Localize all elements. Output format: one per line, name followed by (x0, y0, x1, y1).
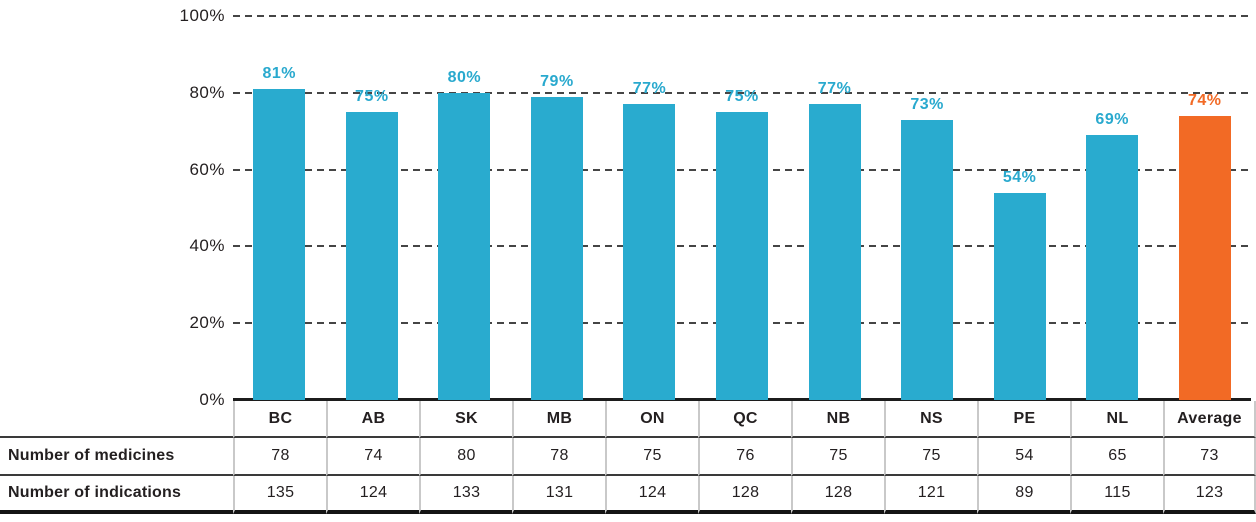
data-table: BC AB SK MB ON QC NB NS PE NL Average Number of med… (0, 401, 1256, 514)
table-cell: 124 (605, 476, 698, 514)
table-cell: 89 (977, 476, 1070, 514)
bar-column: 69% (1066, 16, 1159, 400)
table-cell: 80 (419, 438, 512, 476)
bar-value-label: 75% (355, 88, 389, 105)
bar-column: 81% (233, 16, 326, 400)
bar-column: 73% (881, 16, 974, 400)
bar-column: 79% (511, 16, 604, 400)
table-cell: 75 (605, 438, 698, 476)
table-header-cell: ON (605, 401, 698, 438)
bar-column: 80% (418, 16, 511, 400)
bar (530, 96, 583, 400)
bars: 81% 75% 80% 79% 77% 75% 77% 73% 54% 69% 74% (233, 16, 1251, 400)
bar-column: 77% (788, 16, 881, 400)
table-header-cell: NB (791, 401, 884, 438)
bar-average (1178, 115, 1231, 400)
table-header-cell: NS (884, 401, 977, 438)
table-header-cell: NL (1070, 401, 1163, 438)
bar-value-label: 77% (817, 80, 852, 98)
bar-column: 77% (603, 16, 696, 400)
bar (623, 104, 676, 400)
table-cell: 115 (1070, 476, 1163, 514)
table-cell: 128 (698, 476, 791, 514)
bar-value-label: 81% (262, 64, 297, 82)
table-cell: 121 (884, 476, 977, 514)
bar (993, 192, 1046, 400)
bar-column: 75% (696, 16, 789, 400)
y-tick-label: 20% (189, 313, 225, 333)
table-cell: 73 (1163, 438, 1256, 476)
table-row-label: Number of indications (0, 476, 233, 514)
bar (253, 88, 306, 400)
table-cell: 65 (1070, 438, 1163, 476)
y-tick-label: 80% (189, 82, 225, 102)
table-cell: 54 (977, 438, 1070, 476)
bar-column: 54% (973, 16, 1066, 400)
table-cell: 135 (233, 476, 326, 514)
table-cell: 76 (698, 438, 791, 476)
plot-area: 81% 75% 80% 79% 77% 75% 77% 73% 54% 69% 74% (233, 15, 1251, 401)
bar (808, 104, 861, 400)
table-header-cell: PE (977, 401, 1070, 438)
table-header-spacer (0, 401, 233, 438)
bar-value-label: 80% (447, 68, 482, 86)
bar-value-label: 69% (1095, 111, 1129, 129)
bar-column: 75% (326, 16, 419, 400)
gridline (233, 91, 1251, 94)
table-cell: 133 (419, 476, 512, 514)
table-header-cell: AB (326, 401, 419, 438)
bar (438, 92, 491, 400)
table-header-cell: MB (512, 401, 605, 438)
table-row-label: Number of medicines (0, 438, 233, 476)
table-header-cell: BC (233, 401, 326, 438)
bar-value-label: 74% (1187, 91, 1222, 109)
bar-value-label: 54% (1002, 168, 1037, 186)
y-tick-label: 60% (189, 159, 225, 179)
table-cell: 78 (233, 438, 326, 476)
bar-value-label: 73% (910, 95, 944, 113)
bar (716, 112, 768, 400)
table-cell: 75 (791, 438, 884, 476)
y-tick-label: 100% (179, 6, 225, 25)
y-tick-label: 40% (189, 236, 225, 256)
bar-value-label: 79% (540, 72, 574, 90)
bar (345, 112, 398, 400)
table-cell: 124 (326, 476, 419, 514)
table-cell: 78 (512, 438, 605, 476)
y-axis: 100% 80% 60% 40% 20% 0% (0, 6, 225, 409)
table-header-cell: SK (419, 401, 512, 438)
table-header-cell: QC (698, 401, 791, 438)
bar (1086, 135, 1139, 400)
bar-value-label: 75% (725, 88, 759, 105)
table-cell: 131 (512, 476, 605, 514)
table-header-cell: Average (1163, 401, 1256, 438)
table-cell: 128 (791, 476, 884, 514)
table-cell: 75 (884, 438, 977, 476)
gridline (233, 15, 1251, 17)
table-cell: 123 (1163, 476, 1256, 514)
y-tick-label: 0% (199, 390, 225, 409)
bar-column: 74% (1158, 16, 1251, 400)
bar (901, 119, 954, 400)
table-cell: 74 (326, 438, 419, 476)
bar-value-label: 77% (632, 80, 667, 98)
